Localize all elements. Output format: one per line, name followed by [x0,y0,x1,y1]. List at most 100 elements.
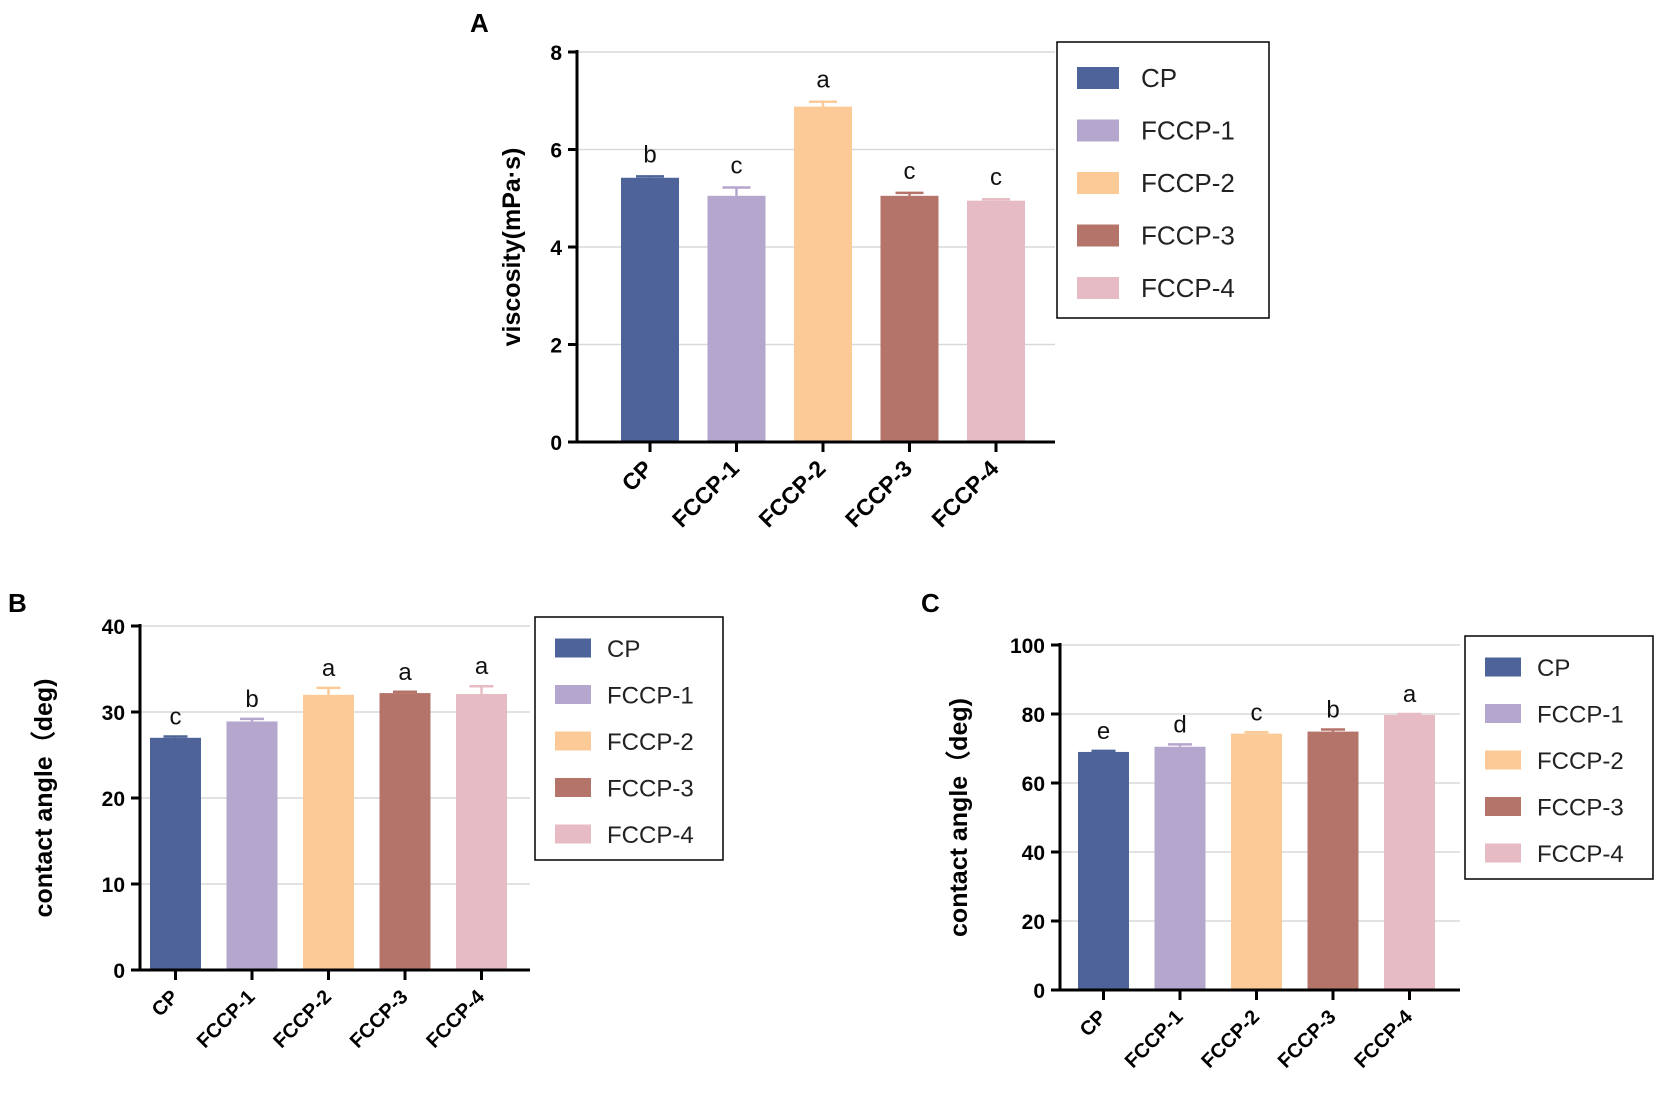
legend-label: CP [1141,63,1177,93]
y-tick-label: 0 [550,432,562,455]
y-axis-label: contact angle（deg) [944,698,973,937]
x-category-label: FCCP-4 [1350,1005,1417,1072]
x-category-label: FCCP-2 [753,455,830,532]
significance-letter: c [731,153,743,180]
y-tick-label: 40 [1022,842,1045,865]
legend-swatch [1077,67,1119,89]
bar-cp [621,177,679,442]
legend-swatch [1485,843,1521,863]
bar-cp [1078,751,1129,990]
significance-letter: c [170,704,182,731]
legend-label: FCCP-4 [1141,273,1235,303]
legend: CP FCCP-1 FCCP-2 FCCP-3 FCCP-4 [1464,635,1654,880]
legend-label: FCCP-2 [607,729,694,756]
y-tick-label: 30 [102,702,125,725]
legend-swatch [555,638,591,658]
significance-letter: b [1326,697,1339,724]
x-category-label: CP [1076,1006,1111,1041]
legend-label: CP [1537,655,1570,682]
y-tick-label: 0 [113,960,125,983]
x-category-label: FCCP-2 [269,986,336,1053]
significance-letter: d [1173,711,1186,738]
panel-letter: A [470,8,489,38]
y-tick-label: 40 [102,616,125,639]
legend-swatch [555,778,591,797]
x-category-label: FCCP-3 [840,455,917,532]
bar-fccp-2 [303,694,354,970]
legend-label: FCCP-2 [1141,168,1235,198]
legend-label: CP [607,636,640,663]
y-tick-label: 60 [1022,773,1045,796]
bar-fccp-2 [794,106,852,442]
significance-letter: a [816,67,830,94]
x-category-label: FCCP-3 [1274,1006,1341,1073]
y-tick-label: 8 [550,42,562,65]
significance-letter: c [990,164,1002,191]
legend-label: FCCP-1 [1537,702,1624,729]
significance-letter: a [475,653,489,680]
legend-swatch [1485,657,1521,677]
panel-letter: B [8,588,27,618]
x-category-label: FCCP-4 [926,455,1003,532]
chart-panel-a: A 0 2 4 6 8 b CP c FCCP-1 a FCCP-2 c FCCP-3 c FCCP-4 vis… [470,8,1270,532]
bar-fccp-1 [1154,746,1206,990]
panel-letter: C [921,588,940,618]
legend-swatch [1485,750,1521,770]
legend-swatch [555,824,591,844]
legend: CP FCCP-1 FCCP-2 FCCP-3 FCCP-4 [1056,41,1270,319]
y-tick-label: 10 [102,874,125,897]
bar-fccp-4 [967,200,1025,442]
significance-letter: b [245,686,258,713]
bar-fccp-3 [379,693,431,970]
x-category-label: CP [148,986,183,1021]
x-category-label: FCCP-1 [1121,1006,1188,1073]
x-category-label: FCCP-4 [422,985,489,1052]
y-tick-label: 100 [1010,635,1045,658]
y-tick-label: 6 [550,140,562,163]
legend-label: FCCP-1 [1141,116,1235,146]
legend-label: FCCP-1 [607,683,694,710]
bar-fccp-2 [1231,733,1282,990]
y-tick-label: 20 [102,788,125,811]
y-tick-label: 0 [1033,980,1045,1003]
legend-swatch [1485,704,1521,723]
chart-panel-c: C 0 20 40 60 80 100 e CP d FCCP-1 c FCCP-2 b FCCP-3 a FC… [921,588,1654,1073]
x-category-label: FCCP-1 [667,455,744,532]
legend: CP FCCP-1 FCCP-2 FCCP-3 FCCP-4 [534,616,724,861]
y-axis-label: contact angle（deg) [29,679,58,918]
legend-swatch [1077,224,1119,247]
bar-fccp-4 [1384,715,1435,990]
significance-letter: b [643,141,656,168]
bar-fccp-1 [226,721,278,970]
bar-fccp-3 [1307,731,1359,990]
legend-label: FCCP-4 [1537,841,1624,868]
legend-swatch [555,685,591,704]
legend-label: FCCP-3 [1141,221,1235,251]
x-category-label: CP [617,455,658,496]
chart-panel-b: B 0 10 20 30 40 c CP b FCCP-1 a FCCP-2 a FCCP-3 a FCCP-… [8,588,724,1053]
legend-label: FCCP-2 [1537,748,1624,775]
legend-swatch [1077,119,1119,142]
significance-letter: c [1251,699,1263,726]
significance-letter: a [398,659,412,686]
significance-letter: a [322,655,336,682]
legend-swatch [1077,277,1119,299]
y-tick-label: 20 [1022,911,1045,934]
bar-fccp-4 [456,693,507,970]
legend-swatch [1077,172,1119,194]
y-tick-label: 2 [550,335,562,358]
bar-fccp-3 [880,195,939,442]
significance-letter: e [1097,718,1110,745]
y-tick-label: 80 [1022,704,1045,727]
legend-swatch [1485,797,1521,816]
legend-label: FCCP-3 [607,776,694,803]
x-category-label: FCCP-1 [193,986,260,1053]
x-category-label: FCCP-2 [1197,1006,1264,1073]
significance-letter: c [904,158,916,185]
significance-letter: a [1403,681,1417,708]
y-tick-label: 4 [550,237,562,260]
y-axis-label: viscosity(mPa·s) [498,148,526,347]
x-category-label: FCCP-3 [346,986,413,1053]
bar-fccp-1 [707,195,766,442]
